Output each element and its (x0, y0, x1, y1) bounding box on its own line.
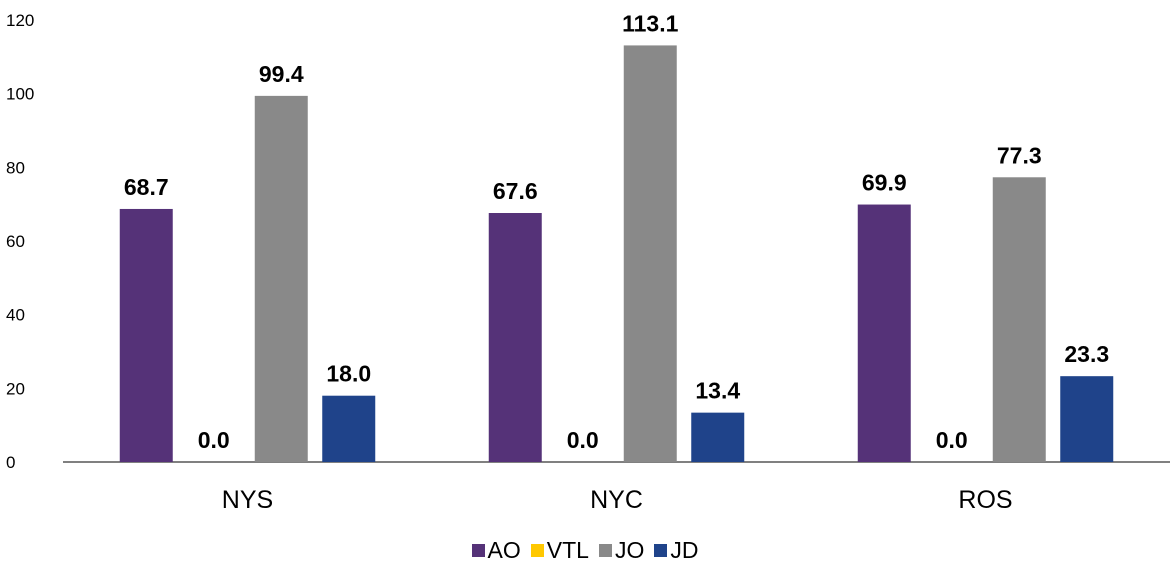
legend-item: JO (598, 537, 645, 564)
category-label: ROS (958, 486, 1012, 514)
legend-swatch (471, 544, 485, 557)
bar-ao-nys (119, 208, 173, 462)
data-label: 23.3 (1064, 341, 1109, 367)
bar-jo-ros (992, 177, 1046, 463)
bar-ao-ros (857, 204, 911, 462)
y-tick-label: 100 (6, 85, 34, 104)
data-label: 99.4 (259, 61, 304, 87)
y-tick-label: 60 (6, 232, 25, 251)
data-label: 69.9 (862, 170, 907, 196)
y-tick-label: 80 (6, 158, 25, 177)
bar-jd-nys (322, 395, 376, 462)
legend-item: JD (654, 537, 698, 564)
y-tick-label: 20 (6, 379, 25, 398)
bar-jo-nyc (623, 45, 677, 462)
chart-legend: AO VTL JO JD (0, 537, 1170, 564)
bar-jd-ros (1060, 376, 1114, 462)
data-label: 13.4 (695, 378, 740, 404)
legend-item: VTL (530, 537, 589, 564)
bar-ao-nyc (488, 213, 542, 462)
y-tick-label: 120 (6, 11, 34, 30)
data-label: 0.0 (198, 427, 230, 453)
legend-swatch (654, 544, 668, 557)
legend-swatch (598, 544, 612, 557)
legend-item: AO (471, 537, 521, 564)
data-label: 67.6 (493, 178, 538, 204)
legend-label: JD (670, 537, 699, 563)
data-label: 77.3 (997, 142, 1042, 168)
data-label: 113.1 (622, 10, 678, 36)
y-tick-label: 0 (6, 453, 15, 472)
legend-label: VTL (546, 537, 589, 563)
legend-label: JO (614, 537, 645, 563)
bar-jd-nyc (691, 412, 745, 462)
data-label: 18.0 (326, 361, 371, 387)
y-tick-label: 40 (6, 306, 25, 325)
category-label: NYS (222, 486, 273, 514)
data-label: 0.0 (936, 427, 968, 453)
legend-label: AO (487, 537, 521, 563)
data-label: 68.7 (124, 174, 169, 200)
data-label: 0.0 (567, 427, 599, 453)
legend-swatch (530, 544, 544, 557)
category-label: NYC (590, 486, 643, 514)
bar-jo-nys (254, 95, 308, 463)
